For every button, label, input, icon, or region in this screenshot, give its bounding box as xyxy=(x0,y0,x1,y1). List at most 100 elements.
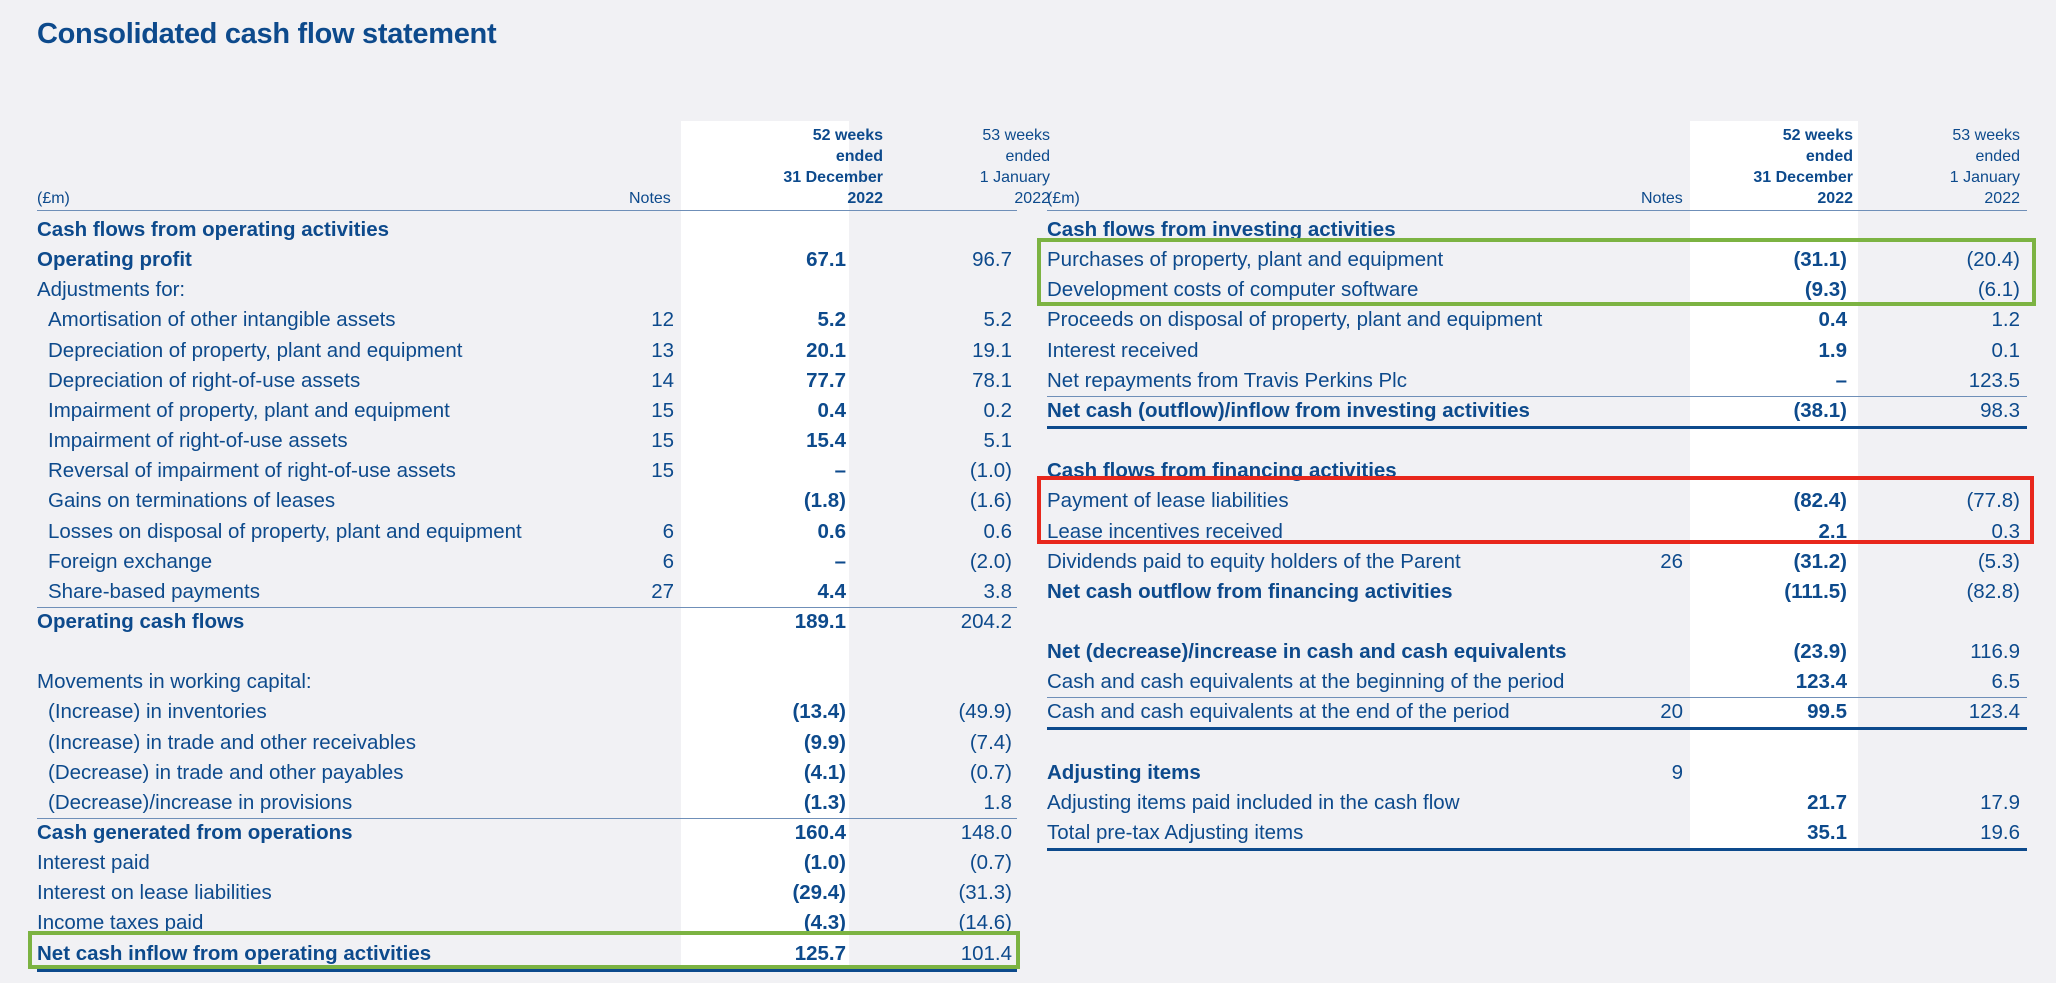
left-current-header-line: 2022 xyxy=(847,190,883,207)
right-prior-header-line: 2022 xyxy=(1984,190,2020,207)
row-label: Net (decrease)/increase in cash and cash… xyxy=(1047,640,1567,664)
right-prior-header-line: 1 January xyxy=(1949,169,2020,186)
value-current-year: – xyxy=(1835,368,1847,392)
row-label: Net repayments from Travis Perkins Plc xyxy=(1047,368,1407,392)
table-row-losses-on-disposal-of-property-plant-and-equipment: Losses on disposal of property, plant an… xyxy=(37,517,1017,547)
value-current-year: 0.6 xyxy=(817,519,847,543)
row-label: Proceeds on disposal of property, plant … xyxy=(1047,308,1543,332)
left-unit-label: (£m) xyxy=(37,190,70,207)
highlight-box-operating-net-cash xyxy=(28,931,1020,969)
table-row-impairment-of-property-plant-and-equipment: Impairment of property, plant and equipm… xyxy=(37,396,1017,426)
row-label: Impairment of property, plant and equipm… xyxy=(48,398,450,422)
note-ref: 20 xyxy=(1660,700,1683,724)
row-label: Adjustments for: xyxy=(37,278,186,302)
value-current-year: 123.4 xyxy=(1795,670,1847,694)
value-current-year: (9.9) xyxy=(803,730,846,754)
value-prior-year: 123.5 xyxy=(1968,368,2020,392)
value-current-year: 0.4 xyxy=(817,398,847,422)
investing-financing-table: (£m) Notes 52 weeks ended 31 December 20… xyxy=(1047,120,2027,851)
right-table-header: (£m) Notes 52 weeks ended 31 December 20… xyxy=(1047,120,2027,211)
value-prior-year: 17.9 xyxy=(1980,790,2020,814)
table-row-dividends-paid-to-equity-holders-of-the-parent: Dividends paid to equity holders of the … xyxy=(1047,547,2027,577)
value-prior-year: (1.6) xyxy=(969,489,1012,513)
value-prior-year: 116.9 xyxy=(1970,640,2020,664)
value-prior-year: (2.0) xyxy=(969,549,1012,573)
table-row-interest-received: Interest received 1.9 0.1 xyxy=(1047,336,2027,366)
table-row-spacer xyxy=(1047,426,2027,456)
row-label: Cash flows from operating activities xyxy=(37,218,389,241)
right-current-header-line: 52 weeks xyxy=(1782,127,1853,144)
row-label: Lease incentives received xyxy=(1047,519,1283,543)
value-prior-year: 5.2 xyxy=(983,308,1013,332)
value-prior-year: 98.3 xyxy=(1980,398,2020,422)
row-label: Cash and cash equivalents at the beginni… xyxy=(1047,670,1565,694)
left-notes-header: Notes xyxy=(629,190,671,207)
left-prior-header-line: ended xyxy=(1005,148,1051,165)
table-row-interest-paid: Interest paid (1.0) (0.7) xyxy=(37,848,1017,878)
table-row-total-pre-tax-adjusting-items: Total pre-tax Adjusting items 35.1 19.6 xyxy=(1047,818,2027,851)
table-row-increase-in-inventories: (Increase) in inventories (13.4) (49.9) xyxy=(37,697,1017,727)
right-current-header-line: 2022 xyxy=(1817,190,1853,207)
table-row-reversal-of-impairment-of-right-of-use-assets: Reversal of impairment of right-of-use a… xyxy=(37,456,1017,486)
left-prior-header-line: 2022 xyxy=(1014,190,1050,207)
row-label: Interest paid xyxy=(37,851,150,875)
value-current-year: (29.4) xyxy=(792,881,846,905)
value-current-year: (1.8) xyxy=(803,489,846,513)
row-label: Total pre-tax Adjusting items xyxy=(1047,821,1304,844)
note-ref: 26 xyxy=(1660,549,1683,573)
highlight-box-capex xyxy=(1037,238,2036,306)
value-current-year: (31.1) xyxy=(1793,248,1847,272)
right-current-header-line: 31 December xyxy=(1753,169,1853,186)
row-label: Payment of lease liabilities xyxy=(1047,489,1289,513)
table-row-net-cash-inflow-from-operating-activities: Net cash inflow from operating activitie… xyxy=(37,939,1017,972)
value-current-year: (4.1) xyxy=(803,760,846,784)
value-prior-year: 148.0 xyxy=(960,821,1012,844)
table-row-proceeds-on-disposal-of-property-plant-and-equipme: Proceeds on disposal of property, plant … xyxy=(1047,305,2027,335)
value-prior-year: 6.5 xyxy=(1991,670,2021,694)
value-prior-year: 123.4 xyxy=(1968,700,2020,724)
right-prior-year-header: 53 weeks ended 1 January 2022 xyxy=(1950,125,2020,209)
value-prior-year: 1.8 xyxy=(983,790,1013,814)
left-current-header-line: 31 December xyxy=(783,169,883,186)
right-current-year-column-bg xyxy=(1690,121,1858,848)
row-label: Development costs of computer software xyxy=(1047,278,1419,302)
table-row-operating-profit: Operating profit 67.1 96.7 xyxy=(37,245,1017,275)
value-current-year: – xyxy=(834,549,846,573)
right-notes-header: Notes xyxy=(1641,190,1683,207)
value-current-year: (4.3) xyxy=(803,911,846,935)
value-prior-year: 0.6 xyxy=(983,519,1013,543)
value-current-year: 21.7 xyxy=(1807,790,1847,814)
table-row-amortisation-of-other-intangible-assets: Amortisation of other intangible assets 1… xyxy=(37,305,1017,335)
value-prior-year: (77.8) xyxy=(1966,489,2020,513)
value-prior-year: 78.1 xyxy=(972,368,1012,392)
value-prior-year: 19.1 xyxy=(972,338,1012,362)
row-label: Movements in working capital: xyxy=(37,670,312,694)
table-row-cash-flows-from-operating-activities: Cash flows from operating activities xyxy=(37,215,1017,245)
table-row-development-costs-of-computer-software: Development costs of computer software (9… xyxy=(1047,275,2027,305)
value-current-year: 67.1 xyxy=(806,248,846,272)
row-label: Losses on disposal of property, plant an… xyxy=(48,519,522,543)
value-current-year: 20.1 xyxy=(806,338,846,362)
row-label: Impairment of right-of-use assets xyxy=(48,429,348,453)
table-row-cash-and-cash-equivalents-at-the-end-of-the-period: Cash and cash equivalents at the end of … xyxy=(1047,697,2027,731)
value-prior-year: (0.7) xyxy=(969,851,1012,875)
row-label: Cash and cash equivalents at the end of … xyxy=(1047,700,1510,724)
value-prior-year: (0.7) xyxy=(969,760,1012,784)
value-prior-year: 0.2 xyxy=(983,398,1013,422)
value-prior-year: (31.3) xyxy=(958,881,1012,905)
row-label: (Increase) in inventories xyxy=(48,700,267,724)
value-current-year: 160.4 xyxy=(794,821,846,844)
value-prior-year: (20.4) xyxy=(1966,248,2020,272)
right-prior-header-line: ended xyxy=(1975,148,2021,165)
value-prior-year: (1.0) xyxy=(969,459,1012,483)
value-prior-year: 1.2 xyxy=(1991,308,2021,332)
value-current-year: 0.4 xyxy=(1818,308,1848,332)
right-current-year-header: 52 weeks ended 31 December 2022 xyxy=(1753,125,1853,209)
value-current-year: 15.4 xyxy=(806,429,846,453)
value-prior-year: 5.1 xyxy=(983,429,1013,453)
row-label: Net cash inflow from operating activitie… xyxy=(37,941,432,965)
value-current-year: – xyxy=(834,459,846,483)
row-label: Share-based payments xyxy=(48,579,260,603)
row-label: Purchases of property, plant and equipme… xyxy=(1047,248,1444,272)
note-ref: 9 xyxy=(1671,760,1683,784)
